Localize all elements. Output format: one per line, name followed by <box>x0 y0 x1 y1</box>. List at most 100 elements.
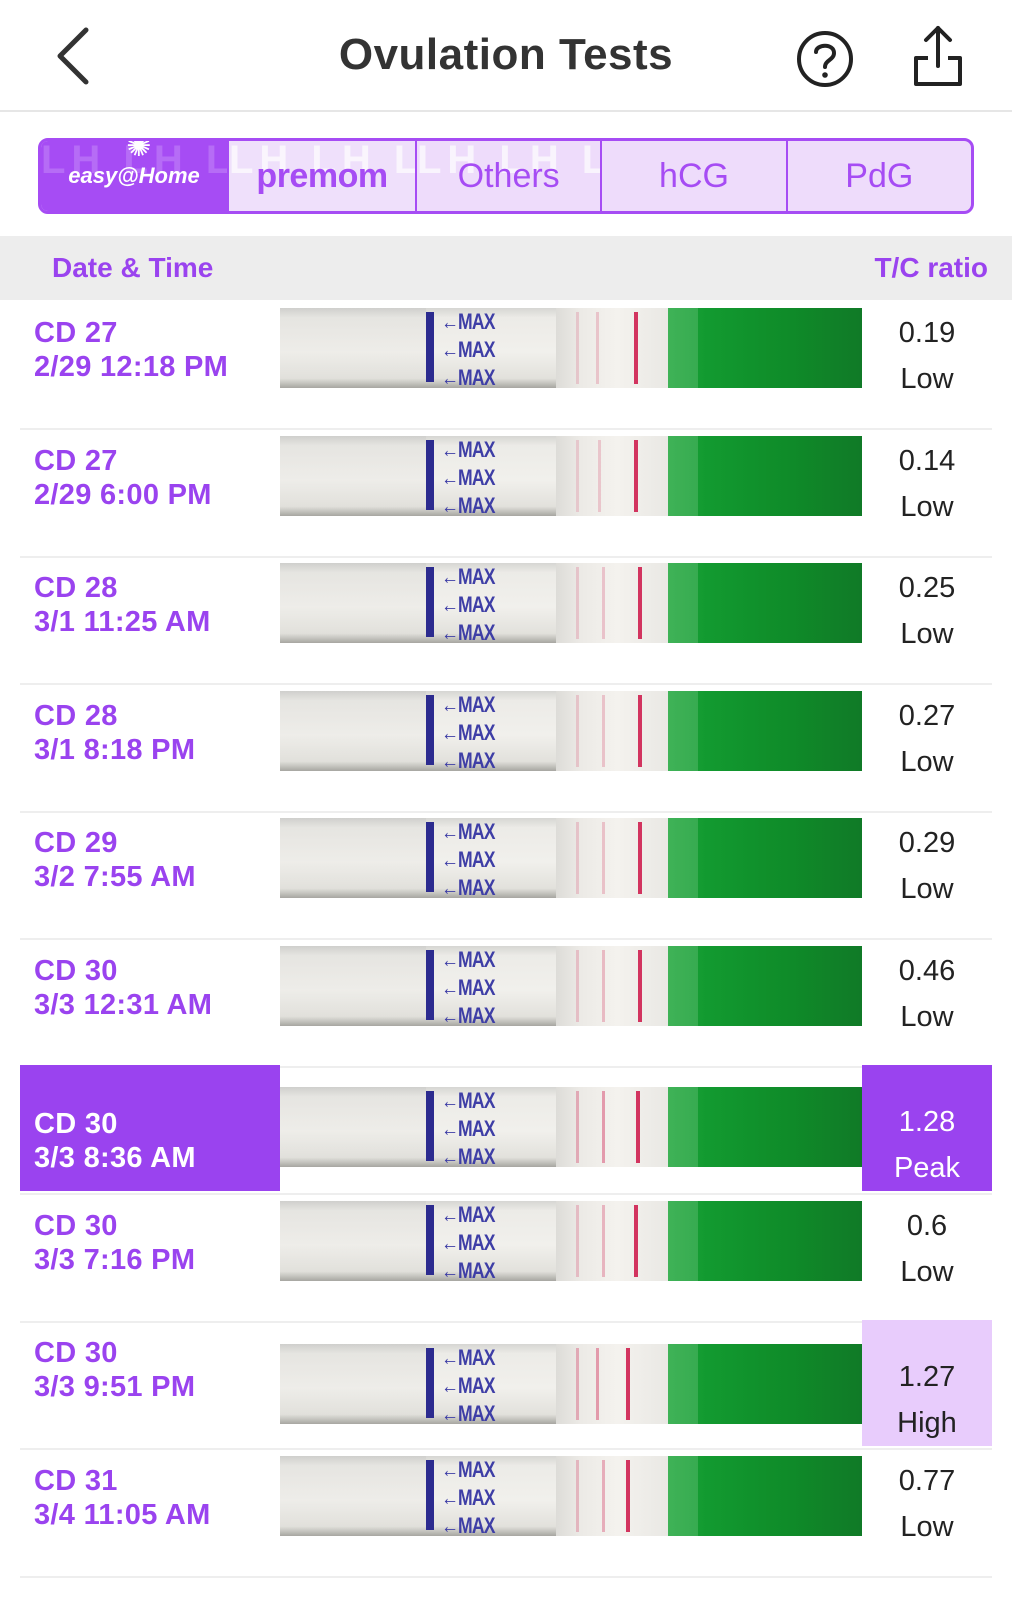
control-line <box>634 1204 638 1277</box>
brand-tabs: LH LH LH ✺ easy@Home LH LH LH premom LH … <box>38 138 974 214</box>
tc-ratio-cell: 0.19 Low <box>862 300 992 426</box>
control-line <box>638 694 642 767</box>
nav-header: Ovulation Tests <box>0 0 1012 112</box>
max-label-line: ←MAX <box>441 875 495 898</box>
test-date-cell: CD 30 3/3 7:16 PM <box>20 1193 280 1319</box>
test-date-cell: CD 31 3/4 11:05 AM <box>20 1448 280 1574</box>
tc-ratio-value: 0.14 <box>898 444 956 477</box>
tab-others[interactable]: LH LH LH Others <box>417 141 603 211</box>
max-label-line: ←MAX <box>441 1484 495 1510</box>
control-line <box>638 567 642 639</box>
result-window <box>556 308 678 388</box>
test-strip-photo[interactable]: ←MAX ←MAX ←MAX <box>280 1455 862 1536</box>
strip-handle <box>280 1455 426 1536</box>
test-date-cell: CD 30 3/3 9:51 PM <box>20 1320 280 1446</box>
wick-end <box>668 1344 862 1424</box>
max-line-mark <box>426 694 434 765</box>
result-window <box>556 1344 678 1424</box>
back-button[interactable] <box>50 24 102 88</box>
test-date-cell: CD 29 3/2 7:55 AM <box>20 810 280 936</box>
test-datetime: 2/29 12:18 PM <box>34 351 229 383</box>
premom-logo: premom <box>256 156 388 195</box>
wick-end <box>668 435 862 516</box>
cycle-day: CD 30 <box>34 1209 118 1242</box>
test-strip-photo[interactable]: ←MAX ←MAX ←MAX <box>280 1200 862 1281</box>
control-line <box>636 1091 640 1163</box>
max-label-line: ←MAX <box>441 337 495 362</box>
result-window <box>556 690 678 771</box>
wick-end <box>668 945 862 1026</box>
max-label: ←MAX ←MAX ←MAX <box>438 818 495 898</box>
control-line <box>634 312 638 384</box>
test-datetime: 2/29 6:00 PM <box>34 478 212 511</box>
test-strip-photo[interactable]: ←MAX ←MAX ←MAX <box>280 308 862 388</box>
test-strip-photo[interactable]: ←MAX ←MAX ←MAX <box>280 563 862 643</box>
cycle-day: CD 28 <box>34 572 118 604</box>
cycle-day: CD 29 <box>34 827 118 859</box>
test-strip-photo[interactable]: ←MAX ←MAX ←MAX <box>280 1344 862 1424</box>
test-line <box>576 694 579 767</box>
max-line-mark <box>426 1348 434 1418</box>
test-row[interactable]: CD 27 2/29 12:18 PM ←MAX ←MAX ←MAX 0.19 Low <box>20 300 992 430</box>
test-line <box>576 1459 579 1532</box>
test-line <box>576 1091 579 1163</box>
test-line <box>576 949 579 1022</box>
tab-label: PdG <box>845 156 914 195</box>
lh-level-label: Low <box>900 873 954 905</box>
test-date-cell: CD 28 3/1 8:18 PM <box>20 683 280 809</box>
result-window <box>556 818 678 898</box>
test-row[interactable]: CD 30 3/3 12:31 AM ←MAX ←MAX ←MAX 0.46 Low <box>20 938 992 1068</box>
lh-level-label: Low <box>900 363 954 395</box>
test-row[interactable]: CD 28 3/1 8:18 PM ←MAX ←MAX ←MAX 0.27 Low <box>20 683 992 813</box>
easy-home-logo: ✺ easy@Home <box>68 141 200 189</box>
test-row[interactable]: CD 30 3/3 7:16 PM ←MAX ←MAX ←MAX 0.6 Low <box>20 1193 992 1323</box>
tab-premom[interactable]: LH LH LH premom <box>229 141 417 211</box>
max-label-line: ←MAX <box>441 1144 495 1167</box>
tc-ratio-value: 0.25 <box>898 572 956 604</box>
test-strip-photo[interactable]: ←MAX ←MAX ←MAX <box>280 690 862 771</box>
test-strip-photo[interactable]: ←MAX ←MAX ←MAX <box>280 1087 862 1167</box>
tab-easy-home[interactable]: LH LH LH ✺ easy@Home <box>41 141 229 211</box>
test-date-cell: CD 28 3/1 11:25 AM <box>20 555 280 681</box>
test-line <box>596 312 599 384</box>
test-row[interactable]: CD 31 3/4 11:05 AM ←MAX ←MAX ←MAX 0.77 Low <box>20 1448 992 1578</box>
test-datetime: 3/3 7:16 PM <box>34 1243 196 1276</box>
question-circle-icon <box>797 31 853 87</box>
tab-pdg[interactable]: PdG <box>788 141 971 211</box>
test-strip-photo[interactable]: ←MAX ←MAX ←MAX <box>280 818 862 898</box>
test-row[interactable]: CD 27 2/29 6:00 PM ←MAX ←MAX ←MAX 0.14 Low <box>20 428 992 558</box>
share-button[interactable] <box>908 22 968 88</box>
test-strip-photo[interactable]: ←MAX ←MAX ←MAX <box>280 435 862 516</box>
lh-level-label: Low <box>900 1255 954 1288</box>
test-row[interactable]: CD 28 3/1 11:25 AM ←MAX ←MAX ←MAX 0.25 Low <box>20 555 992 685</box>
strip-handle <box>280 690 426 771</box>
tc-ratio-value: 1.27 <box>898 1361 956 1393</box>
test-row[interactable]: CD 30 3/3 8:36 AM ←MAX ←MAX ←MAX 1.28 Peak <box>20 1065 992 1195</box>
result-window <box>556 435 678 516</box>
max-line-mark <box>426 1204 434 1275</box>
max-label-line: ←MAX <box>441 492 495 516</box>
cycle-day: CD 30 <box>34 1108 118 1140</box>
test-datetime: 3/3 12:31 AM <box>34 988 213 1021</box>
max-label-line: ←MAX <box>441 1345 495 1370</box>
control-line <box>634 439 638 512</box>
page-title: Ovulation Tests <box>338 30 674 79</box>
test-line <box>602 694 605 767</box>
result-window <box>556 563 678 643</box>
test-row[interactable]: CD 30 3/3 9:51 PM ←MAX ←MAX ←MAX 1.27 High <box>20 1320 992 1450</box>
test-line <box>576 1204 579 1277</box>
max-label: ←MAX ←MAX ←MAX <box>438 1456 495 1536</box>
help-button[interactable] <box>796 30 854 88</box>
test-line <box>596 1348 599 1420</box>
chevron-left-icon <box>57 27 89 85</box>
test-line <box>602 1204 605 1277</box>
test-strip-photo[interactable]: ←MAX ←MAX ←MAX <box>280 945 862 1026</box>
tab-hcg[interactable]: hCG <box>602 141 788 211</box>
test-date-cell: CD 30 3/3 12:31 AM <box>20 938 280 1064</box>
max-line-mark <box>426 1459 434 1530</box>
test-line <box>576 312 579 384</box>
max-label-line: ←MAX <box>441 564 495 589</box>
test-row[interactable]: CD 29 3/2 7:55 AM ←MAX ←MAX ←MAX 0.29 Low <box>20 810 992 940</box>
test-datetime: 3/2 7:55 AM <box>34 861 196 893</box>
max-label-line: ←MAX <box>441 974 495 1000</box>
